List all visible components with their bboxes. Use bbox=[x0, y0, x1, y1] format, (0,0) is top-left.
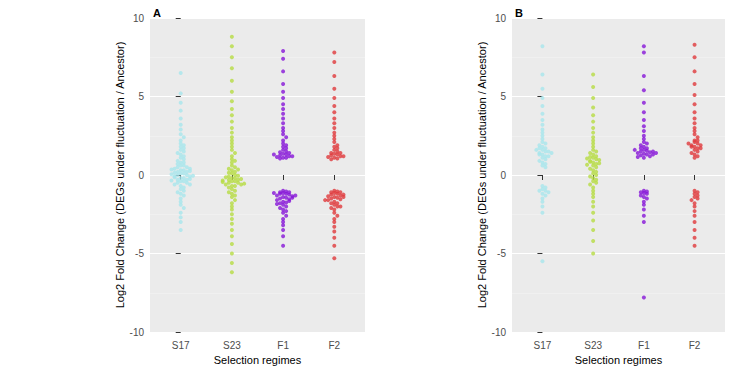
svg-text:-5: -5 bbox=[497, 248, 506, 259]
svg-text:F2: F2 bbox=[328, 340, 340, 351]
svg-text:0: 0 bbox=[138, 170, 144, 181]
svg-text:S17: S17 bbox=[172, 340, 190, 351]
svg-text:0: 0 bbox=[500, 170, 506, 181]
svg-text:10: 10 bbox=[495, 13, 507, 24]
svg-text:Selection regimes: Selection regimes bbox=[214, 354, 302, 366]
svg-text:F1: F1 bbox=[277, 340, 289, 351]
svg-text:A: A bbox=[153, 7, 161, 19]
svg-text:-5: -5 bbox=[135, 248, 144, 259]
svg-text:F1: F1 bbox=[638, 340, 650, 351]
svg-text:S23: S23 bbox=[223, 340, 241, 351]
svg-text:S23: S23 bbox=[584, 340, 602, 351]
svg-text:Log2 Fold Change (DEGs under f: Log2 Fold Change (DEGs under fluctuation… bbox=[114, 42, 126, 309]
svg-text:B: B bbox=[515, 7, 523, 19]
svg-text:Selection regimes: Selection regimes bbox=[575, 354, 663, 366]
svg-text:Log2 Fold Change (DEGs under f: Log2 Fold Change (DEGs under fluctuation… bbox=[476, 42, 488, 309]
svg-text:5: 5 bbox=[500, 91, 506, 102]
svg-text:5: 5 bbox=[138, 91, 144, 102]
svg-text:-10: -10 bbox=[130, 327, 145, 338]
svg-text:S17: S17 bbox=[534, 340, 552, 351]
svg-text:F2: F2 bbox=[689, 340, 701, 351]
svg-text:-10: -10 bbox=[492, 327, 507, 338]
svg-text:10: 10 bbox=[133, 13, 145, 24]
